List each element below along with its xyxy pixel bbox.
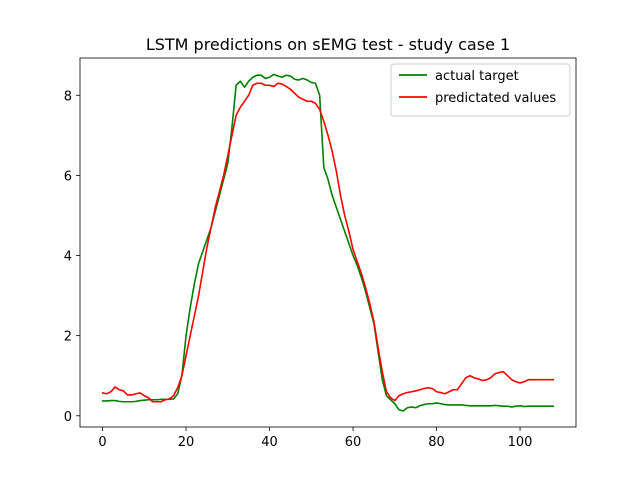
series-line-2	[101, 82, 555, 403]
series-layer	[101, 73, 555, 412]
y-axis-ticks: 0 2 4 6 8	[64, 89, 80, 425]
x-tick-label: 20	[178, 435, 195, 450]
x-tick-label: 60	[345, 435, 362, 450]
axes-frame	[79, 57, 577, 428]
y-tick-label: 0	[64, 410, 72, 425]
x-tick-label: 100	[508, 435, 533, 450]
x-tick-label: 40	[261, 435, 278, 450]
legend-box	[390, 63, 571, 117]
y-tick-label: 6	[64, 169, 72, 184]
x-axis-ticks: 0 20 40 60 80 100	[98, 427, 532, 450]
chart-title: LSTM predictions on sEMG test - study ca…	[146, 35, 510, 54]
y-tick-label: 8	[64, 89, 72, 104]
y-tick-label: 2	[64, 330, 72, 345]
y-tick-label: 4	[64, 250, 72, 265]
legend: actual target predictated values	[390, 63, 571, 117]
legend-label-1: actual target	[435, 69, 519, 84]
series-line-1	[101, 73, 555, 412]
legend-label-2: predictated values	[435, 91, 556, 106]
x-tick-label: 0	[98, 435, 106, 450]
x-tick-label: 80	[428, 435, 445, 450]
